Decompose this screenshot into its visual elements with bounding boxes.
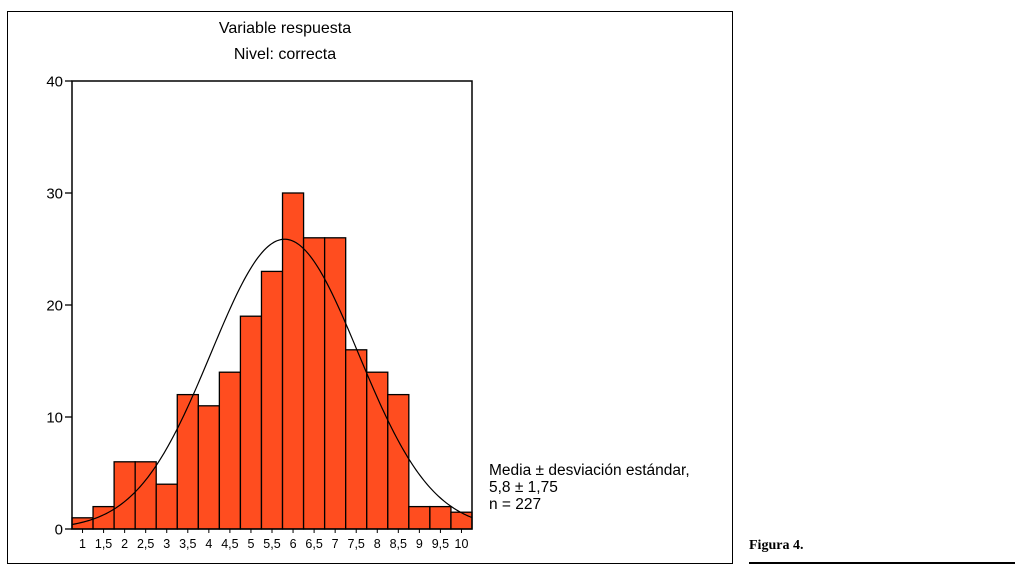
stats-line-1: Media ± desviación estándar, [489,462,690,479]
x-tick-label-9,5: 9,5 [432,537,449,551]
bar-5,5 [260,270,284,530]
x-tick-label-5: 5 [247,537,254,551]
y-tick-label-0: 0 [55,522,63,539]
bar-6 [281,192,305,530]
x-tick-label-6: 6 [290,537,297,551]
y-tick-label-10: 10 [46,410,63,427]
bar-5 [239,315,263,530]
x-tick-label-2,5: 2,5 [137,537,154,551]
x-tick-label-1,5: 1,5 [95,537,112,551]
bar-4 [197,405,221,530]
caption-rule [749,562,1015,564]
bar-8 [366,371,389,530]
x-axis: 1 1,5 2 2,5 3 3,5 4 4,5 5 5,5 6 6,5 7 7,5 8 8,5 9 9,5 10 [79,529,468,551]
x-tick-label-8,5: 8,5 [390,537,407,551]
bar-10 [450,511,473,530]
y-tick-label-20: 20 [46,298,63,315]
x-tick-label-4: 4 [205,537,212,551]
x-tick-label-3: 3 [163,537,170,551]
x-tick-label-10: 10 [455,537,469,551]
x-tick-label-4,5: 4,5 [221,537,238,551]
bar-6,5 [302,237,326,530]
bar-7,5 [345,349,368,530]
bar-8,5 [387,393,410,530]
histogram-chart: 0 10 20 30 40 1 1,5 2 2,5 3 3,5 4 4,5 5 5,5 6 6,5 7 7,5 8 8… [46,74,473,551]
bar-3 [155,483,178,530]
bar-7 [323,237,347,530]
x-tick-label-8: 8 [374,537,381,551]
bar-9,5 [429,505,452,530]
x-tick-label-1: 1 [79,537,86,551]
figure-caption: Figura 4. [749,538,804,553]
y-tick-label-30: 30 [46,186,63,203]
figure-frame [7,11,733,564]
bar-2,5 [134,461,157,530]
chart-title: Variable respuesta [218,20,352,37]
stats-line-3: n = 227 [489,496,542,513]
x-tick-label-2: 2 [121,537,128,551]
chart-subtitle: Nivel: correcta [233,46,337,63]
x-tick-label-3,5: 3,5 [179,537,196,551]
y-tick-label-40: 40 [46,74,63,91]
x-tick-label-7,5: 7,5 [348,537,365,551]
stats-line-2: 5,8 ± 1,75 [489,479,558,496]
bar-3,5 [176,393,199,530]
x-tick-label-5,5: 5,5 [263,537,280,551]
x-tick-label-9: 9 [416,537,423,551]
y-axis: 0 10 20 30 40 [46,74,72,539]
x-tick-label-6,5: 6,5 [305,537,322,551]
stats-annotation: Media ± desviación estándar, 5,8 ± 1,75 … [489,462,690,513]
normal-curve [71,238,473,526]
bars-layer [71,192,473,530]
bar-4,5 [218,371,242,530]
bar-9 [408,505,431,530]
x-tick-label-7: 7 [332,537,339,551]
